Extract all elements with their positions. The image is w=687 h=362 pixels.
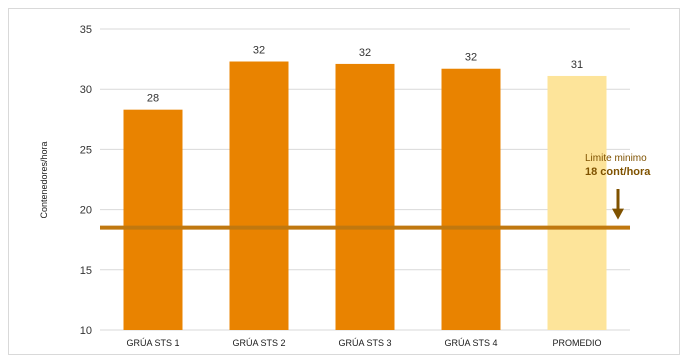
threshold-value-label: 18 cont/hora [585, 166, 651, 178]
bar [229, 61, 289, 331]
data-label: 31 [571, 59, 583, 71]
bar [441, 68, 501, 331]
y-tick-label: 35 [80, 24, 92, 36]
data-label: 32 [465, 52, 477, 64]
y-tick-label: 25 [80, 144, 92, 156]
bar [547, 75, 607, 331]
data-label: 32 [359, 47, 371, 59]
threshold-label: Limite minimo [585, 153, 647, 164]
arrow-head [612, 208, 624, 220]
y-tick-label: 10 [80, 325, 92, 337]
bars [123, 61, 607, 331]
threshold-arrow-icon [612, 189, 624, 220]
y-tick-label: 15 [80, 265, 92, 277]
data-label: 32 [253, 45, 265, 57]
x-category-label: PROMEDIO [552, 338, 601, 348]
data-label: 28 [147, 93, 159, 105]
x-category-label: GRÚA STS 2 [232, 338, 285, 348]
x-category-label: GRÚA STS 3 [338, 338, 391, 348]
x-axis-categories: GRÚA STS 1 GRÚA STS 2 GRÚA STS 3 GRÚA STS 4… [126, 338, 601, 348]
y-tick-label: 20 [80, 205, 92, 217]
y-axis-title: Contenedores/hora [39, 141, 49, 218]
y-tick-label: 30 [80, 84, 92, 96]
bar [123, 109, 183, 330]
data-labels: 28 32 32 32 31 [147, 45, 583, 105]
y-axis-ticks: 10 15 20 25 30 35 [80, 24, 92, 337]
bar [335, 63, 395, 330]
x-category-label: GRÚA STS 1 [126, 338, 179, 348]
x-category-label: GRÚA STS 4 [444, 338, 497, 348]
